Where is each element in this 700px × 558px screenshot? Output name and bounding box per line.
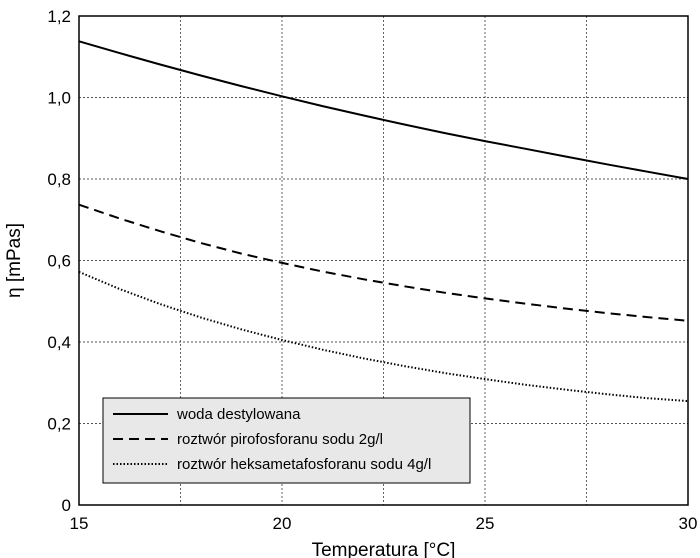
y-tick-labels: 0 0,2 0,4 0,6 0,8 1,0 1,2 xyxy=(47,7,71,515)
y-tick-label: 0,8 xyxy=(47,170,71,189)
x-tick-labels: 15 20 25 30 xyxy=(70,514,698,533)
x-tick-label: 15 xyxy=(70,514,89,533)
grid xyxy=(79,16,688,505)
y-tick-label: 0 xyxy=(62,496,71,515)
y-tick-label: 1,2 xyxy=(47,7,71,26)
plot-frame xyxy=(78,15,689,506)
legend-label: roztwór heksametafosforanu sodu 4g/l xyxy=(177,456,431,473)
y-tick-label: 0,6 xyxy=(47,252,71,271)
y-tick-label: 0,2 xyxy=(47,415,71,434)
series-lines xyxy=(78,40,689,403)
x-tick-label: 20 xyxy=(273,514,292,533)
series-line-2 xyxy=(78,203,689,322)
legend-label: woda destylowana xyxy=(176,406,301,423)
legend-box xyxy=(102,397,471,484)
x-axis-label: Temperatura [°C] xyxy=(312,540,456,558)
legend-label: roztwór pirofosforanu sodu 2g/l xyxy=(177,431,383,448)
y-tick-label: 0,4 xyxy=(47,333,71,352)
legend: woda destylowana roztwór pirofosforanu so… xyxy=(102,397,471,484)
y-tick-label: 1,0 xyxy=(47,89,71,108)
series-line-1 xyxy=(78,40,689,180)
x-tick-label: 25 xyxy=(476,514,495,533)
y-axis-label: η [mPas] xyxy=(4,223,25,298)
series-line-3 xyxy=(78,270,689,403)
x-tick-label: 30 xyxy=(679,514,698,533)
